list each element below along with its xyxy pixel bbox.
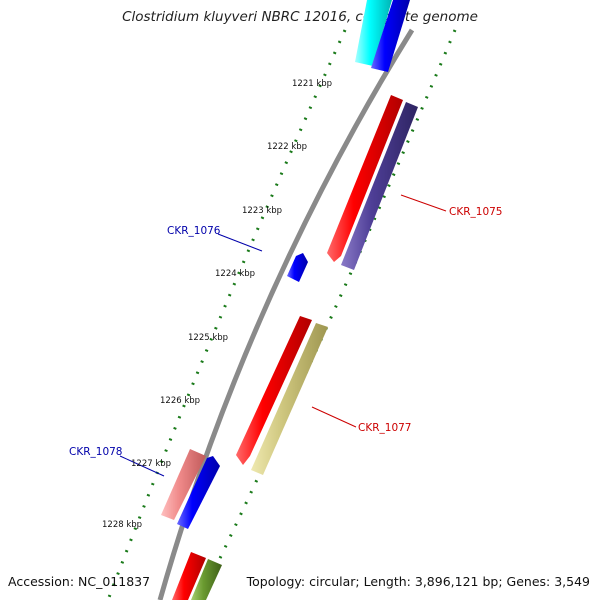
- topology-text: Topology: circular; Length: 3,896,121 bp…: [246, 574, 590, 589]
- gene-ckr-1078-pink: [161, 449, 206, 520]
- ckr-1077-leader: [311, 406, 357, 428]
- gene-label-ckr-1075[interactable]: CKR_1075: [449, 206, 502, 218]
- gene-label-ckr-1078[interactable]: CKR_1078: [69, 446, 122, 458]
- tick-label: 1223 kbp: [242, 206, 282, 216]
- tick-label: 1222 kbp: [267, 142, 307, 152]
- gene-ckr-1076-blue: [287, 253, 308, 282]
- gene-ckr-1077-red: [236, 316, 312, 465]
- ckr-1078-leader: [119, 455, 165, 477]
- gene-red-bottom: [172, 552, 206, 600]
- gene-cyan-top: [355, 0, 392, 66]
- gene-ckr-1075-red: [327, 95, 403, 262]
- gene-ckr-1077-khaki: [251, 323, 328, 475]
- outer-tick-ring: [198, 29, 457, 600]
- ckr-1076-leader: [217, 233, 263, 252]
- gene-label-ckr-1077[interactable]: CKR_1077: [358, 422, 411, 434]
- genome-backbone: [157, 28, 415, 600]
- tick-label: 1227 kbp: [131, 459, 171, 469]
- gene-blue-top: [371, 0, 410, 72]
- gene-label-ckr-1076[interactable]: CKR_1076: [167, 225, 221, 237]
- inner-tick-ring: [106, 29, 347, 600]
- gene-ckr-1078-blue: [177, 456, 220, 529]
- tick-label: 1228 kbp: [102, 520, 142, 530]
- tick-label: 1224 kbp: [215, 269, 255, 279]
- tick-label: 1225 kbp: [188, 333, 228, 343]
- accession-text: Accession: NC_011837: [8, 574, 151, 589]
- gene-ckr-1075-purple: [341, 102, 418, 270]
- tick-label: 1226 kbp: [160, 396, 200, 406]
- ckr-1075-leader: [400, 194, 447, 212]
- gene-olive-bottom: [191, 559, 222, 600]
- tick-label: 1221 kbp: [292, 79, 332, 89]
